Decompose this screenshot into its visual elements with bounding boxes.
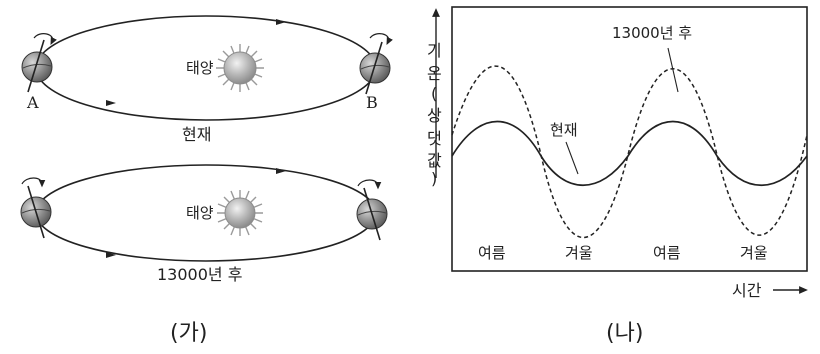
present-caption: 현재	[182, 125, 211, 144]
orbit-present: 태양 A B 현재	[21, 15, 393, 144]
orbit-direction-arrow-icon	[106, 100, 116, 106]
rotation-arrow-icon	[357, 179, 382, 190]
rotation-arrow-icon	[21, 177, 46, 188]
future-caption: 13000년 후	[157, 265, 242, 284]
svg-text:상: 상	[427, 106, 442, 125]
graph-frame	[451, 6, 808, 272]
season-label: 겨울	[565, 244, 593, 262]
panel-a-caption: (가)	[170, 321, 207, 346]
season-label: 겨울	[740, 244, 768, 262]
x-axis-label: 시간	[732, 281, 762, 300]
svg-text:기: 기	[427, 41, 442, 60]
panel-b-caption: (나)	[606, 321, 643, 346]
orbit-direction-arrow-icon	[276, 168, 286, 174]
earth-icon	[21, 39, 53, 93]
orbit-future: 태양 13000년 후	[20, 164, 388, 284]
season-label: 여름	[653, 244, 681, 262]
sun-label: 태양	[186, 204, 214, 222]
panel-b: 기 온 ( 상 댓 값 ) 현재 13000년 후 여름 겨울 여름 겨울 시간…	[427, 6, 808, 346]
point-a-label: A	[26, 93, 39, 112]
earth-icon	[356, 187, 388, 241]
y-axis-label: 기 온 ( 상 댓 값 )	[427, 41, 442, 188]
svg-text:댓: 댓	[427, 129, 442, 148]
sun-label: 태양	[186, 59, 214, 77]
curve-future	[451, 65, 808, 238]
svg-text:값: 값	[427, 151, 442, 170]
leader-line-present	[565, 141, 579, 175]
curve-present	[451, 120, 808, 187]
svg-text:온: 온	[427, 64, 442, 83]
svg-text:): )	[431, 169, 437, 188]
sun-icon	[217, 190, 263, 236]
orbit-direction-arrow-icon	[276, 19, 286, 25]
leader-line-future	[667, 47, 679, 93]
rotation-arrow-icon	[369, 33, 393, 46]
earth-icon	[359, 41, 391, 95]
season-label: 여름	[478, 244, 506, 262]
svg-text:(: (	[431, 84, 437, 103]
earth-icon	[20, 185, 52, 239]
rotation-arrow-icon	[33, 33, 57, 46]
point-b-label: B	[366, 93, 378, 112]
panel-a: 태양 A B 현재	[20, 15, 393, 346]
sun-icon	[216, 44, 264, 92]
orbit-direction-arrow-icon	[106, 252, 116, 258]
curve-future-label: 13000년 후	[612, 24, 692, 42]
curve-present-label: 현재	[550, 121, 578, 139]
